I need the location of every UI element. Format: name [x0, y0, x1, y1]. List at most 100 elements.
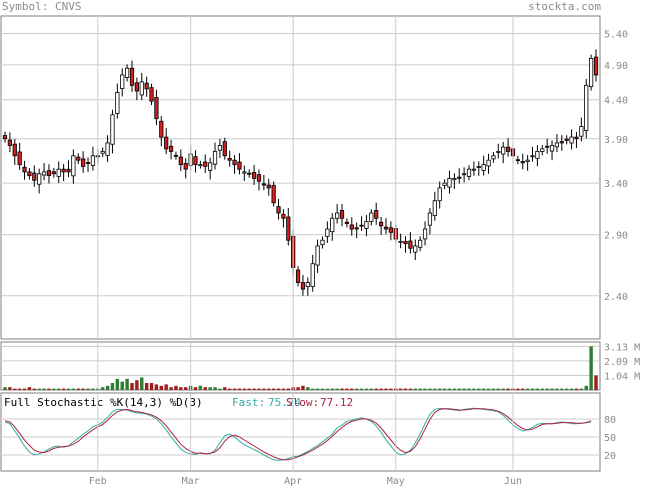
- price-candle: [339, 210, 345, 219]
- volume-bar: [447, 388, 452, 390]
- price-candle: [251, 172, 257, 179]
- price-candle: [300, 282, 306, 290]
- volume-bar: [57, 388, 61, 390]
- price-candle: [378, 221, 384, 227]
- volume-bar: [140, 377, 144, 390]
- volume-bar: [428, 388, 432, 390]
- volume-bar: [223, 387, 227, 390]
- stochastic-tick-label: 50: [604, 433, 616, 444]
- price-candle: [530, 155, 535, 158]
- slow-value: 77.12: [320, 396, 353, 409]
- volume-tick-label: 1.04 M: [604, 372, 640, 383]
- volume-bar: [345, 388, 349, 390]
- price-candle: [237, 161, 242, 170]
- volume-bar: [530, 388, 535, 390]
- price-tick-label: 4.40: [604, 96, 628, 107]
- volume-bar: [174, 385, 178, 390]
- price-candle: [554, 142, 560, 148]
- volume-bar: [594, 375, 598, 390]
- volume-tick-label: 3.13 M: [604, 342, 640, 353]
- volume-bar: [467, 388, 471, 390]
- volume-bar: [3, 387, 7, 390]
- price-tick-label: 2.40: [604, 292, 628, 303]
- price-candle: [481, 164, 486, 171]
- price-candle: [41, 171, 47, 176]
- price-candle: [115, 92, 120, 114]
- price-candle: [466, 168, 472, 177]
- price-candle: [7, 139, 12, 146]
- price-candle: [27, 171, 32, 177]
- price-candle: [139, 81, 144, 96]
- price-candle: [178, 156, 183, 166]
- symbol-label: Symbol: CNVS: [2, 0, 82, 13]
- volume-bar: [159, 385, 164, 390]
- price-candle: [320, 239, 325, 246]
- price-candle: [266, 184, 271, 189]
- price-candle: [242, 171, 247, 174]
- volume-bar: [535, 388, 540, 390]
- volume-bar: [340, 388, 344, 390]
- volume-bar: [325, 388, 330, 390]
- volume-bar: [408, 388, 413, 390]
- price-candle: [545, 145, 550, 148]
- price-candle: [286, 216, 291, 241]
- volume-bar: [149, 383, 154, 390]
- price-candle: [81, 158, 86, 167]
- month-tick-label: May: [387, 476, 405, 486]
- price-candle: [374, 210, 379, 219]
- price-candle: [271, 184, 276, 204]
- price-candle: [173, 154, 179, 157]
- price-candle: [295, 269, 301, 284]
- volume-bar: [262, 388, 266, 390]
- price-candle: [232, 159, 237, 166]
- price-candle: [432, 200, 437, 217]
- price-candle: [203, 161, 208, 167]
- price-candle: [56, 168, 61, 177]
- price-candle: [418, 239, 423, 248]
- volume-bar: [389, 388, 393, 390]
- volume-bar: [100, 387, 105, 390]
- price-candle: [496, 151, 501, 153]
- volume-bar: [301, 385, 305, 390]
- price-candle: [398, 240, 403, 243]
- price-candle: [85, 162, 91, 164]
- volume-bar: [574, 388, 579, 390]
- volume-bar: [144, 383, 149, 390]
- volume-bar: [105, 385, 110, 390]
- volume-bar: [81, 388, 85, 390]
- volume-bar: [472, 388, 476, 390]
- price-candle: [305, 282, 310, 287]
- price-candle: [315, 245, 320, 266]
- volume-bar: [403, 388, 408, 390]
- price-candle: [208, 162, 213, 171]
- price-candle: [71, 155, 76, 177]
- volume-bar: [276, 388, 281, 390]
- price-candle: [120, 74, 125, 90]
- volume-bar: [477, 388, 481, 390]
- volume-bar: [257, 388, 261, 390]
- price-tick-label: 5.40: [604, 29, 628, 40]
- volume-bar: [481, 388, 486, 390]
- volume-bar: [354, 388, 359, 390]
- volume-bar: [359, 388, 364, 390]
- price-candle: [569, 136, 574, 144]
- price-candle: [325, 228, 330, 237]
- price-candle: [408, 240, 413, 249]
- price-candle: [37, 173, 42, 185]
- price-candle: [66, 168, 71, 173]
- volume-bar: [208, 387, 212, 390]
- price-candle: [364, 221, 369, 229]
- volume-bar: [315, 388, 320, 390]
- price-candle: [515, 159, 520, 162]
- price-candle: [154, 96, 159, 120]
- price-candle: [330, 217, 335, 233]
- month-tick-label: Mar: [182, 476, 200, 486]
- price-candle: [124, 67, 130, 78]
- price-candle: [134, 82, 139, 92]
- volume-bar: [218, 388, 222, 390]
- price-candle: [168, 145, 174, 152]
- volume-bar: [569, 388, 574, 390]
- price-candle: [46, 170, 52, 177]
- volume-bar: [135, 380, 139, 390]
- volume-bar: [13, 388, 17, 390]
